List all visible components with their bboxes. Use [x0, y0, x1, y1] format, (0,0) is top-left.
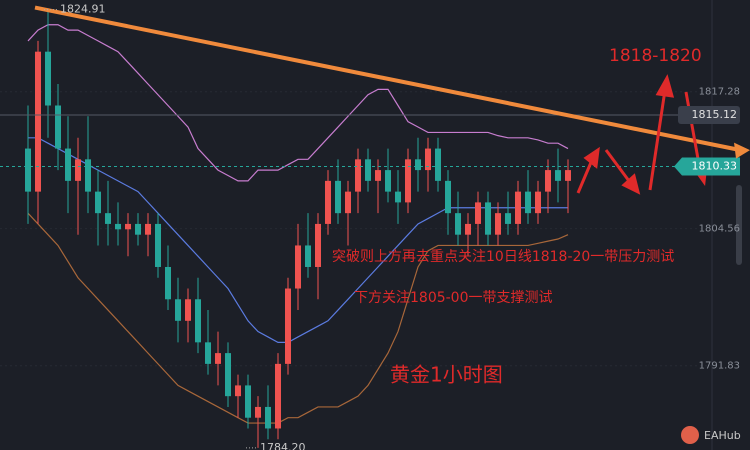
candle-body: [355, 159, 361, 192]
candle-body: [45, 51, 51, 106]
watermark-logo: [681, 426, 699, 444]
candle-body: [475, 202, 481, 224]
candle-body: [425, 148, 431, 171]
candle-body: [495, 213, 501, 235]
candle-body: [565, 170, 571, 181]
price-box: [678, 105, 740, 124]
candle-body: [125, 223, 131, 230]
current-price-box: [674, 157, 740, 176]
candle-body: [485, 202, 491, 235]
trendline: [34, 5, 739, 152]
candle-body: [295, 245, 301, 289]
candle-body: [325, 180, 331, 224]
candle-body: [245, 385, 251, 418]
candle-body: [435, 148, 441, 181]
candle-body: [235, 385, 241, 397]
candle-body: [225, 353, 231, 397]
candle-body: [515, 191, 521, 224]
y-tick-label: 1817.28: [699, 87, 740, 98]
low-label: 1784.20: [260, 441, 306, 450]
candle-body: [155, 223, 161, 267]
y-tick-label: 1804.56: [699, 224, 740, 235]
candle-body: [165, 266, 171, 300]
candle-body: [95, 191, 101, 214]
candle-body: [335, 180, 341, 214]
high-label: 1824.91: [60, 3, 106, 16]
candle-body: [35, 51, 41, 192]
candle-body: [115, 223, 121, 230]
candle-body: [55, 105, 61, 149]
candle-body: [105, 213, 111, 224]
candle-body: [215, 353, 221, 364]
trendline-arrow: [734, 142, 750, 159]
candle-body: [285, 288, 291, 364]
candle-body: [265, 406, 271, 429]
candle-body: [65, 148, 71, 181]
current-price-label: 1810.33: [692, 160, 738, 173]
candle-body: [415, 159, 421, 171]
candle-body: [305, 245, 311, 267]
candle-body: [185, 299, 191, 321]
candle-body: [85, 159, 91, 192]
candle-body: [195, 299, 201, 343]
candle-body: [25, 148, 31, 192]
candle-body: [445, 180, 451, 214]
candle-body: [75, 159, 81, 181]
candle-body: [345, 191, 351, 214]
annotation: 下方关注1805-00一带支撑测试: [354, 290, 553, 306]
candle-body: [365, 159, 371, 181]
candle-body: [145, 223, 151, 235]
candle-body: [405, 159, 411, 203]
watermark: EAHub: [704, 429, 741, 442]
price-label: 1815.12: [692, 108, 738, 121]
annotation: 黄金1小时图: [390, 363, 503, 387]
annotation: 1818-1820: [609, 46, 702, 66]
band-line: [27, 212, 569, 424]
candle-body: [255, 406, 261, 418]
scrollbar: [736, 185, 742, 265]
candle-body: [205, 342, 211, 364]
candle-body: [375, 170, 381, 181]
candle-body: [535, 191, 541, 214]
candle-body: [385, 170, 391, 192]
candle-body: [175, 299, 181, 321]
candle-body: [525, 191, 531, 214]
candle-body: [455, 213, 461, 235]
candle-body: [545, 170, 551, 192]
candle-body: [395, 191, 401, 203]
y-tick-label: 1791.83: [699, 361, 740, 372]
candle-body: [275, 363, 281, 429]
candle-body: [505, 213, 511, 224]
candle-body: [465, 223, 471, 235]
band-line: [27, 24, 569, 182]
candle-body: [315, 223, 321, 267]
candle-body: [555, 170, 561, 181]
candle-body: [135, 223, 141, 235]
annotation: 突破则上方再去重点关注10日线1818-20一带压力测试: [332, 249, 674, 265]
